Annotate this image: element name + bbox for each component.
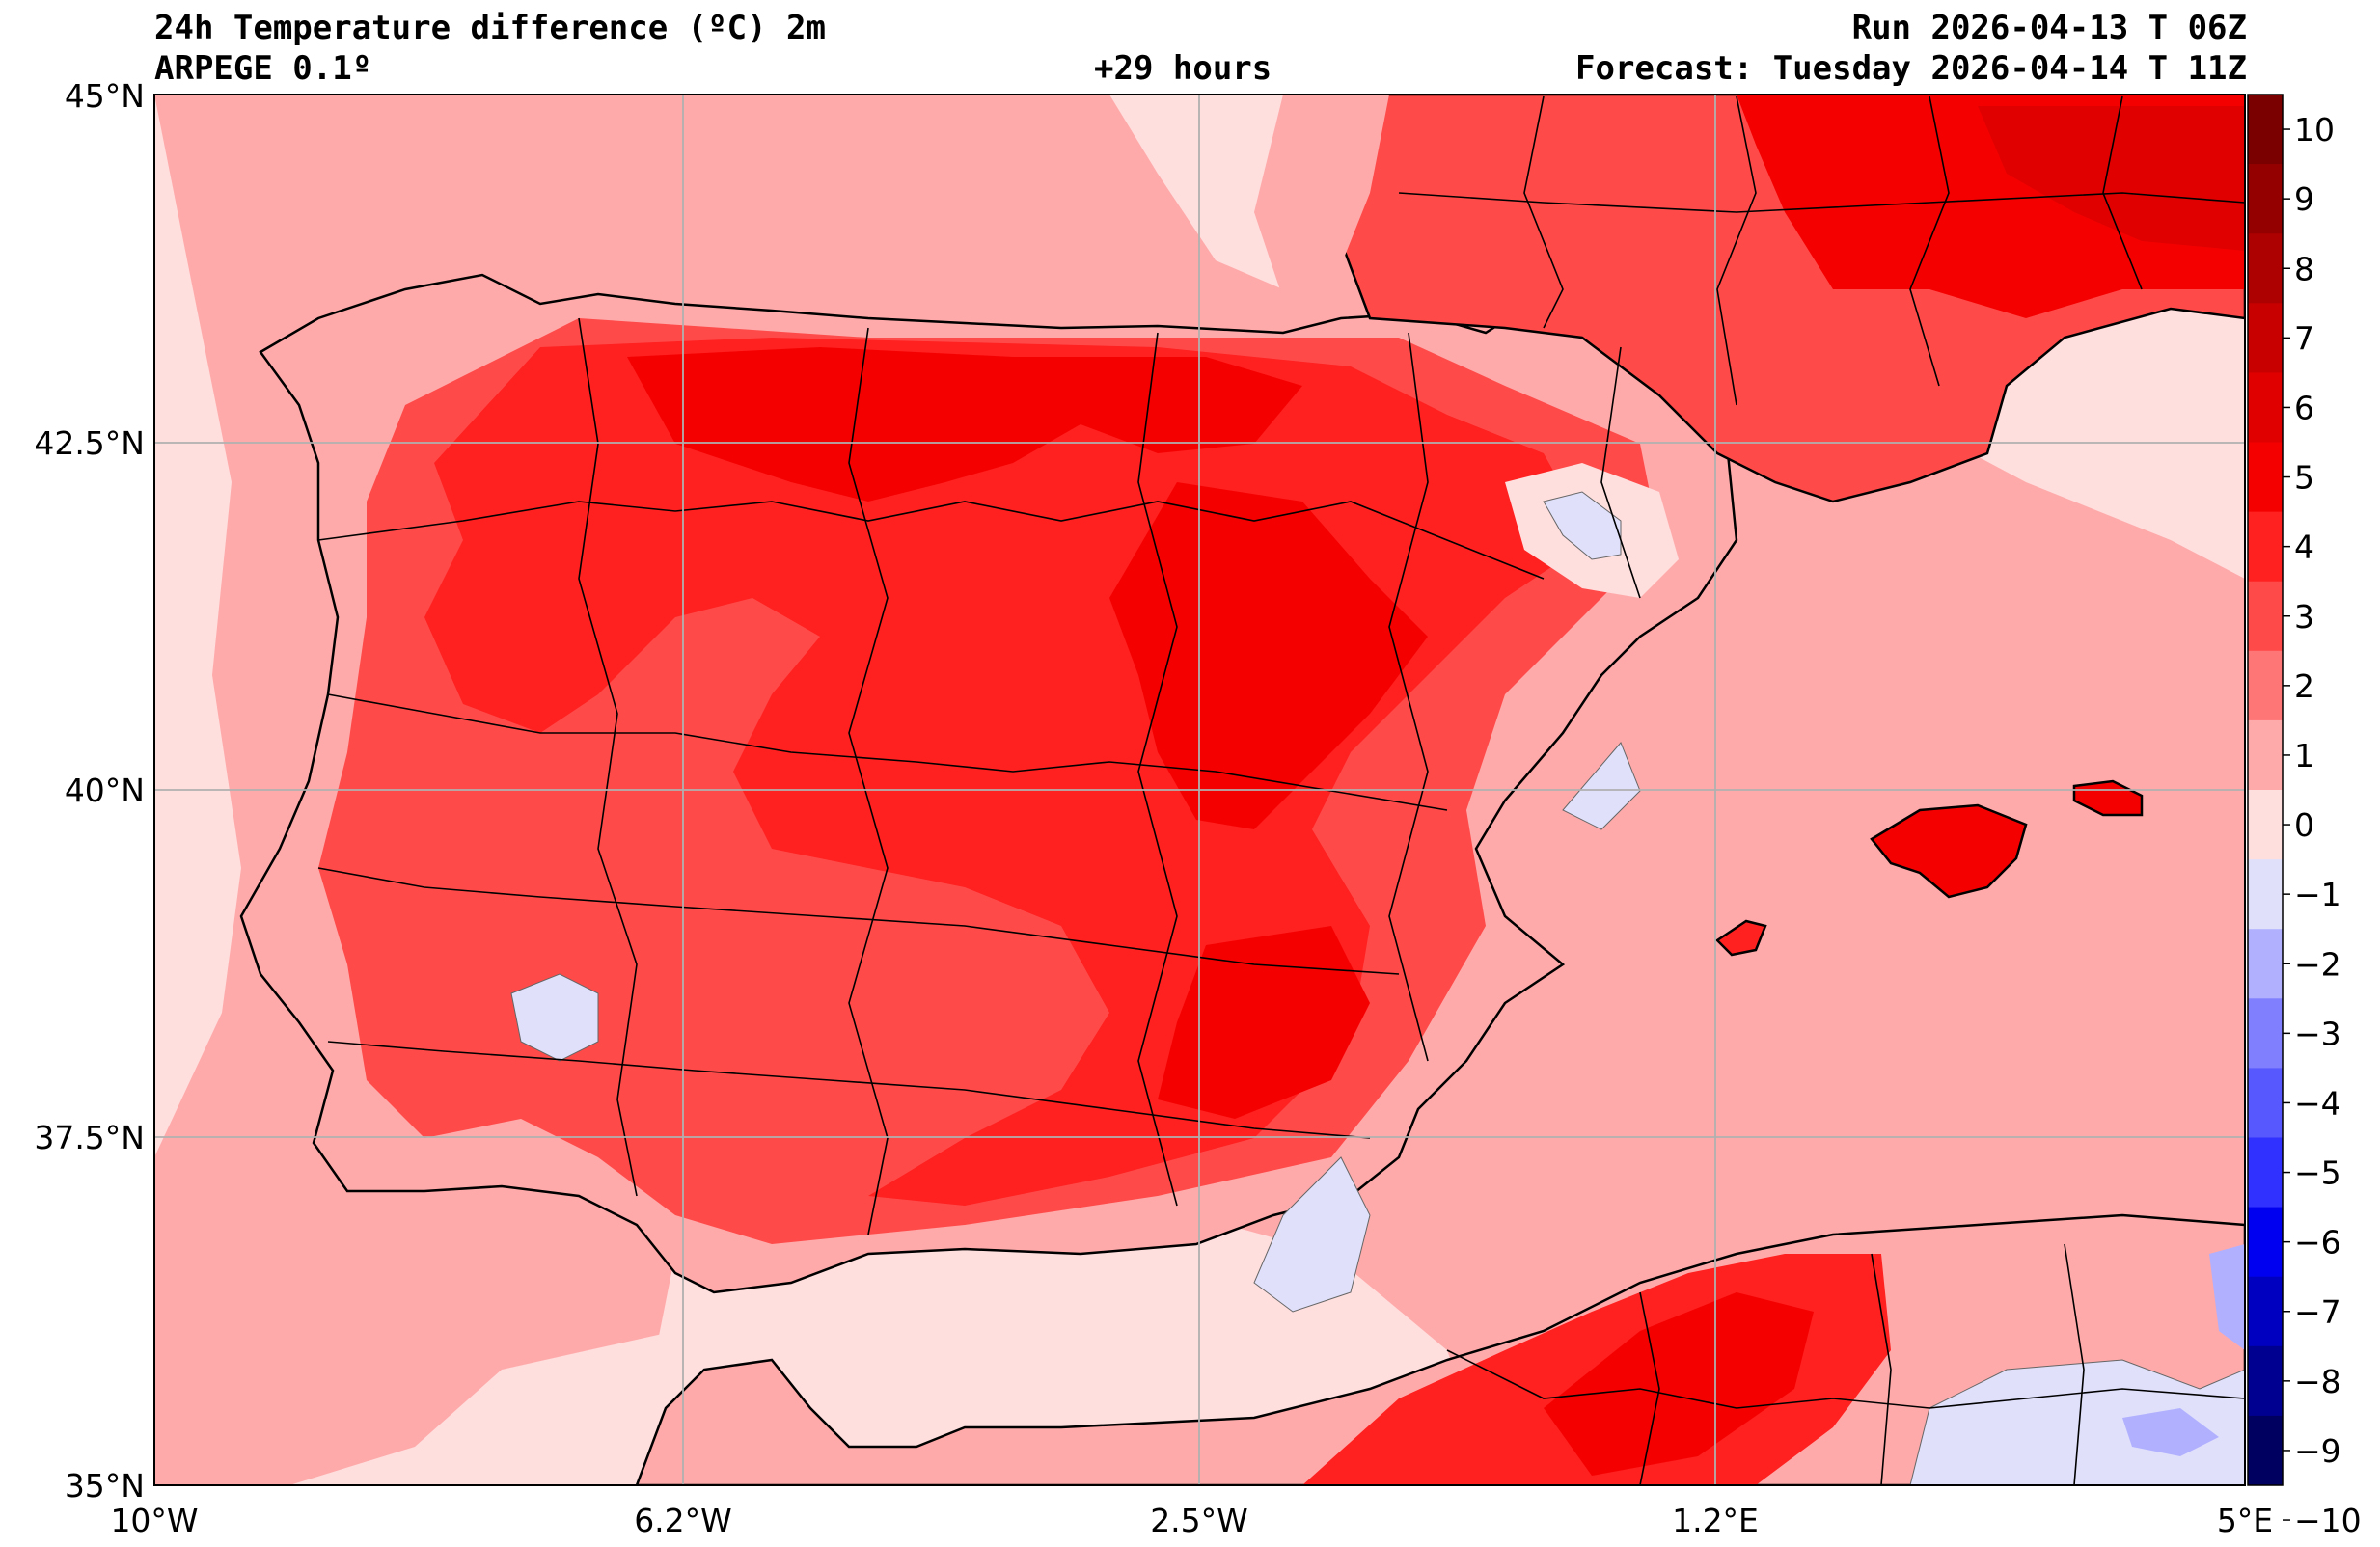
colorbar-label: −2 bbox=[2294, 945, 2341, 983]
colorbar-label: 7 bbox=[2294, 319, 2314, 357]
colorbar-label: −10 bbox=[2294, 1502, 2362, 1539]
colorbar-label: 10 bbox=[2294, 111, 2335, 149]
lat-label-45: 45°N bbox=[65, 77, 145, 115]
colorbar-swatch bbox=[2248, 1345, 2283, 1417]
graticule bbox=[154, 95, 2245, 1485]
mallorca-island bbox=[1870, 803, 2028, 899]
colorbar-label: −8 bbox=[2294, 1363, 2341, 1400]
lon-label-1-2e: 1.2°E bbox=[1672, 1502, 1759, 1539]
warm-area-6-east bbox=[1109, 482, 1428, 829]
colorbar-label: 1 bbox=[2294, 737, 2314, 774]
cold-patch-almeria bbox=[1253, 1156, 1371, 1313]
map-plot-area bbox=[154, 95, 2245, 1485]
province-borders bbox=[317, 95, 2245, 1485]
longitude-axis: 10°W 6.2°W 2.5°W 1.2°E 5°E bbox=[110, 1502, 2273, 1539]
lat-label-42-5: 42.5°N bbox=[34, 424, 145, 462]
colorbar-swatch bbox=[2248, 1137, 2283, 1208]
map-frame bbox=[153, 94, 2246, 1486]
colorbar-label: −6 bbox=[2294, 1224, 2341, 1262]
cold-patch-ebro bbox=[1543, 491, 1622, 560]
colorbar-label: 3 bbox=[2294, 598, 2314, 636]
colorbar-swatch bbox=[2248, 719, 2283, 791]
colorbar-swatch bbox=[2248, 511, 2283, 583]
latitude-axis: 45°N 42.5°N 40°N 37.5°N 35°N bbox=[34, 77, 145, 1505]
colorbar-label: −5 bbox=[2294, 1154, 2341, 1192]
colorbar-swatch bbox=[2248, 581, 2283, 652]
colorbar-swatch bbox=[2248, 164, 2283, 234]
colorbar-swatch bbox=[2248, 650, 2283, 721]
lon-label-5e: 5°E bbox=[2217, 1502, 2273, 1539]
colorbar-label: −3 bbox=[2294, 1015, 2341, 1052]
france-cool-coast bbox=[1254, 95, 1389, 299]
cold-patch-southwest bbox=[510, 973, 599, 1062]
lon-label-2-5w: 2.5°W bbox=[1150, 1502, 1248, 1539]
colorbar-label: 8 bbox=[2294, 250, 2314, 287]
cold-patch-valencia bbox=[1562, 742, 1641, 830]
lat-label-40: 40°N bbox=[65, 772, 145, 809]
colorbar-swatch bbox=[2248, 442, 2283, 513]
colorbar-label: 0 bbox=[2294, 806, 2314, 844]
africa-warm-6 bbox=[1544, 1292, 1814, 1476]
colorbar-swatch bbox=[2248, 95, 2283, 165]
colorbar-swatch bbox=[2248, 998, 2283, 1069]
colorbar-swatch bbox=[2248, 1207, 2283, 1278]
colorbar-swatch bbox=[2248, 790, 2283, 860]
colorbar-label: −7 bbox=[2294, 1293, 2341, 1331]
colorbar-label: 9 bbox=[2294, 180, 2314, 218]
colorbar-swatch bbox=[2248, 303, 2283, 373]
colorbar-label: 4 bbox=[2294, 529, 2314, 566]
forecast-lead-time: +29 hours bbox=[1094, 49, 1272, 88]
colorbar-swatch bbox=[2248, 372, 2283, 443]
colorbar-swatch bbox=[2248, 233, 2283, 304]
africa-cold-spot bbox=[2209, 1244, 2245, 1350]
colorbar-swatch bbox=[2248, 1276, 2283, 1347]
colorbar-frame bbox=[2247, 94, 2284, 1486]
map-title: 24h Temperature difference (ºC) 2m bbox=[154, 9, 826, 47]
forecast-valid-time: Forecast: Tuesday 2026-04-14 T 11Z bbox=[1575, 49, 2247, 88]
colorbar-label: 5 bbox=[2294, 459, 2314, 497]
africa-colder-east bbox=[2122, 1408, 2219, 1456]
warm-area-6-south bbox=[1158, 926, 1370, 1119]
ibiza-island bbox=[1715, 919, 1767, 957]
colorbar-label: −4 bbox=[2294, 1084, 2341, 1122]
colorbar-label: −1 bbox=[2294, 876, 2341, 913]
lon-label-6-2w: 6.2°W bbox=[634, 1502, 732, 1539]
lon-label-10w: 10°W bbox=[110, 1502, 198, 1539]
warm-area-6 bbox=[627, 347, 1302, 502]
colorbar-label: 2 bbox=[2294, 667, 2314, 705]
lat-label-37-5: 37.5°N bbox=[34, 1119, 145, 1156]
france-warm-7 bbox=[1978, 106, 2245, 251]
colorbar-swatch bbox=[2248, 1415, 2283, 1486]
run-info: Run 2026-04-13 T 06Z bbox=[1851, 9, 2247, 47]
colorbar-label: 6 bbox=[2294, 389, 2314, 426]
colorbar-label: −9 bbox=[2294, 1432, 2341, 1470]
colorbar-swatch bbox=[2248, 1068, 2283, 1138]
colorbar-swatch bbox=[2248, 929, 2283, 999]
colorbar-swatch bbox=[2248, 859, 2283, 930]
lat-label-35: 35°N bbox=[65, 1467, 145, 1505]
model-name: ARPEGE 0.1º bbox=[154, 49, 372, 88]
